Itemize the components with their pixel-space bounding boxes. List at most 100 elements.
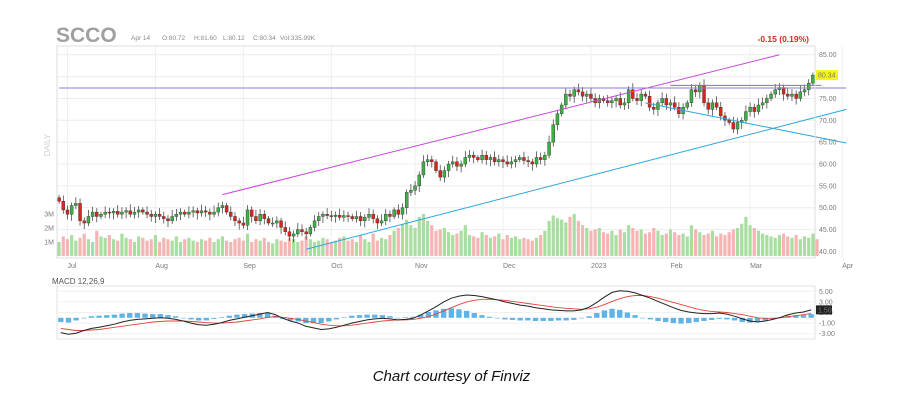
candle-body	[643, 93, 648, 97]
candle-body	[446, 163, 451, 171]
volume-bar	[304, 236, 308, 256]
volume-bar	[710, 230, 714, 256]
volume-bar	[685, 236, 689, 256]
date-tick-label: Mar	[750, 263, 763, 270]
volume-bar	[208, 237, 212, 256]
candle-body	[103, 211, 107, 215]
macd-histogram-bar	[257, 313, 263, 318]
date-tick-label: Nov	[415, 263, 428, 270]
candle-body	[111, 211, 116, 214]
quote-volume: Vol:335.99K	[280, 35, 316, 42]
price-tick-label: 60.00	[819, 162, 837, 169]
volume-bar	[296, 242, 300, 256]
candle-body	[170, 216, 174, 222]
candle-body	[731, 122, 736, 130]
volume-bar	[513, 236, 518, 256]
macd-histogram-bar	[525, 317, 531, 321]
volume-bar	[631, 228, 635, 256]
candle-body	[794, 93, 798, 99]
candle-body	[488, 157, 493, 160]
volume-bar	[254, 239, 258, 256]
volume-bar	[551, 215, 555, 256]
macd-histogram-bar	[800, 315, 807, 318]
candle-body	[212, 211, 216, 215]
volume-bar	[178, 242, 183, 256]
candle-body	[304, 231, 308, 235]
candle-body	[317, 216, 321, 222]
macd-histogram-bar	[165, 315, 171, 318]
timeframe-label: DAILY	[43, 133, 52, 156]
volume-bar	[786, 236, 790, 256]
volume-bar	[329, 242, 333, 256]
volume-bar	[95, 230, 99, 256]
volume-bar	[480, 232, 484, 256]
candle-body	[279, 220, 283, 228]
candle-body	[790, 93, 794, 97]
candle-body	[610, 100, 614, 104]
candle-body	[296, 229, 300, 235]
macd-histogram-bar	[731, 317, 738, 321]
volume-bar	[413, 228, 417, 256]
price-tick-label: 50.00	[819, 205, 837, 212]
volume-bar	[237, 237, 241, 256]
volume-bar	[597, 228, 601, 256]
candle-body	[534, 157, 539, 165]
candle-body	[241, 222, 246, 226]
macd-histogram-bar	[440, 308, 447, 318]
candle-body	[195, 210, 200, 214]
macd-histogram-bar	[326, 317, 332, 322]
price-tick-label: 75.00	[819, 96, 837, 103]
volume-bar	[57, 242, 61, 256]
volume-bar	[388, 235, 392, 256]
candle-body	[409, 190, 413, 193]
volume-bar	[312, 242, 317, 256]
candle-body	[547, 141, 551, 156]
candle-body	[459, 163, 463, 167]
candle-body	[371, 214, 375, 219]
macd-histogram-bar	[410, 316, 416, 318]
candle-body	[425, 159, 430, 163]
candle-body	[153, 214, 158, 217]
volume-tick-label: 3M	[44, 212, 54, 219]
candle-body	[291, 233, 296, 237]
macd-panel: MACD 12,26,9 5.003.001.00-1.00-3.001.50	[52, 277, 835, 340]
volume-bar	[400, 223, 405, 256]
volume-bar	[379, 237, 384, 256]
macd-histogram-bar	[395, 317, 401, 319]
candle-body	[706, 102, 710, 110]
volume-bar	[714, 236, 719, 256]
volume-bar	[451, 235, 455, 256]
candle-body	[781, 87, 786, 95]
volume-bar	[174, 236, 178, 256]
volume-bar	[610, 230, 614, 256]
candle-body	[580, 91, 585, 97]
candle-body	[807, 82, 811, 90]
macd-histogram-bar	[456, 309, 462, 318]
volume-bar	[271, 243, 275, 256]
candle-body	[693, 89, 698, 93]
macd-histogram-bar	[372, 314, 378, 318]
price-tick-label: 65.00	[819, 140, 837, 147]
candle-body	[714, 102, 719, 108]
candle-body	[266, 218, 271, 224]
date-tick-label: Oct	[331, 263, 342, 270]
candle-body	[375, 218, 380, 224]
macd-histogram-bar	[188, 317, 194, 320]
volume-bar	[681, 233, 685, 256]
macd-histogram-bar	[180, 317, 187, 319]
candle-body	[802, 89, 807, 93]
candle-body	[551, 124, 555, 143]
candle-body	[237, 220, 241, 224]
candle-body	[178, 211, 183, 215]
macd-histogram-bar	[747, 317, 753, 323]
volume-bar	[593, 229, 597, 256]
candle-body	[99, 214, 103, 217]
volume-bar	[321, 237, 325, 256]
macd-histogram-bar	[341, 317, 347, 318]
volume-bar	[141, 237, 145, 256]
candle-body	[124, 210, 128, 213]
volume-bar	[627, 225, 631, 256]
candle-body	[162, 216, 166, 219]
candle-body	[166, 218, 170, 222]
date-tick-label: Feb	[671, 263, 683, 270]
